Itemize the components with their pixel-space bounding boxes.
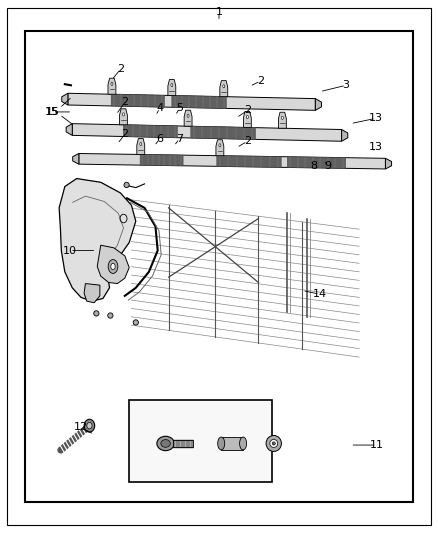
Ellipse shape [133,320,138,325]
Polygon shape [140,155,183,166]
Polygon shape [120,109,127,125]
Text: 3: 3 [343,80,350,90]
Polygon shape [191,126,255,139]
Bar [173,440,193,447]
Ellipse shape [266,435,281,451]
Polygon shape [73,154,79,164]
Text: 10: 10 [63,246,77,255]
Text: 15: 15 [45,107,59,117]
Ellipse shape [270,439,278,448]
Ellipse shape [111,263,115,270]
Polygon shape [279,112,286,128]
Polygon shape [68,93,315,110]
Polygon shape [342,130,348,141]
Text: 2: 2 [257,76,264,86]
Polygon shape [59,179,136,301]
Text: 1: 1 [215,7,223,17]
Ellipse shape [94,311,99,316]
Text: 11: 11 [370,440,384,450]
Text: 12: 12 [74,423,88,432]
Polygon shape [62,93,68,105]
Ellipse shape [240,437,247,450]
Polygon shape [111,94,164,107]
Polygon shape [137,139,145,155]
Text: 15: 15 [46,107,60,117]
Ellipse shape [87,423,92,429]
Bar [221,437,243,450]
Polygon shape [244,111,251,127]
Polygon shape [287,157,346,168]
Polygon shape [220,80,228,96]
Text: 2: 2 [244,136,251,146]
Ellipse shape [219,144,221,147]
Text: 7: 7 [176,134,183,143]
Ellipse shape [223,85,225,88]
Text: 14: 14 [313,289,327,299]
Polygon shape [79,154,385,169]
Text: 6: 6 [156,134,163,143]
Polygon shape [315,99,321,110]
Ellipse shape [140,142,142,146]
Polygon shape [168,79,176,95]
Text: 2: 2 [121,98,128,107]
Polygon shape [84,284,100,303]
Polygon shape [385,158,392,169]
Text: 9: 9 [324,161,331,171]
Ellipse shape [124,182,129,188]
Ellipse shape [281,116,283,119]
Polygon shape [66,124,72,135]
Bar [129,400,272,482]
Ellipse shape [161,440,170,447]
Text: 2: 2 [117,64,124,74]
Ellipse shape [157,436,174,450]
Polygon shape [216,140,224,156]
Polygon shape [184,110,192,126]
Polygon shape [172,95,226,108]
Polygon shape [217,156,281,167]
Polygon shape [108,78,116,94]
Text: 2: 2 [244,106,251,115]
Ellipse shape [108,260,118,273]
Bar [25,31,413,502]
Ellipse shape [272,442,275,445]
Text: 2: 2 [121,130,128,139]
Text: 13: 13 [369,142,383,152]
Ellipse shape [84,419,95,432]
Ellipse shape [246,116,248,119]
Polygon shape [72,124,342,141]
Ellipse shape [111,82,113,85]
Text: 4: 4 [156,103,163,113]
Ellipse shape [218,437,225,450]
Text: 8: 8 [310,161,317,171]
Text: 13: 13 [369,114,383,123]
Polygon shape [124,125,177,138]
Polygon shape [97,245,129,284]
Ellipse shape [187,114,189,117]
Ellipse shape [123,113,124,116]
Ellipse shape [171,84,173,87]
Ellipse shape [108,313,113,318]
Text: 5: 5 [176,103,183,113]
